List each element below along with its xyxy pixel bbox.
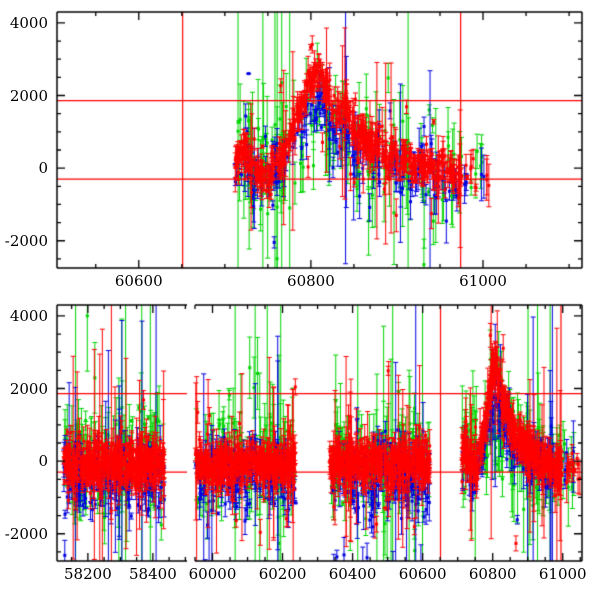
light-curve-figure: 60600 60800 61000 -2000 0 2000 4000 58200 58400 6… [0, 0, 600, 600]
light-curve-canvas [0, 0, 600, 600]
